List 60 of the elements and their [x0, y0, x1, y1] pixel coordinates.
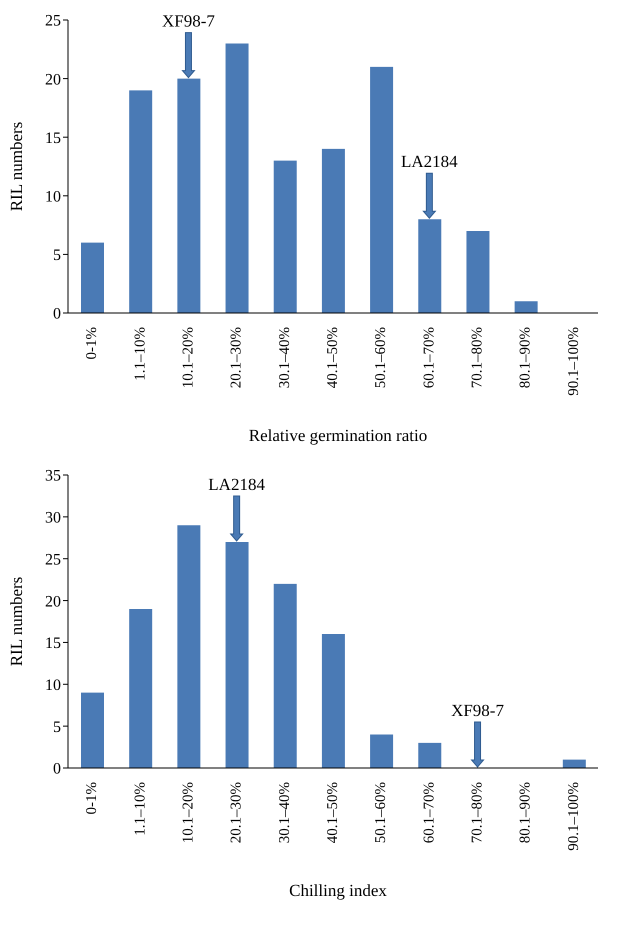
x-tick-label: 10.1–20% — [180, 782, 196, 844]
x-tick-label: 80.1–90% — [518, 327, 534, 388]
x-tick-label: 90.1–100% — [566, 782, 582, 851]
bar — [514, 301, 538, 313]
y-tick-label: 10 — [45, 676, 61, 694]
x-axis-title: Relative germination ratio — [248, 426, 428, 446]
x-tick-label: 60.1–70% — [421, 782, 438, 844]
x-tick-label: 30.1–40% — [276, 327, 293, 388]
x-tick-label: 20.1–30% — [228, 327, 245, 388]
y-tick-label: 0 — [53, 306, 61, 323]
bar — [370, 66, 394, 313]
bar — [274, 584, 297, 768]
x-tick-label: 10.1–20% — [180, 327, 196, 388]
annotation: LA2184 — [401, 152, 458, 172]
bar — [466, 230, 490, 313]
x-tick-label: 50.1–60% — [373, 327, 390, 388]
bar — [129, 90, 152, 313]
y-tick-label: 30 — [45, 510, 61, 527]
annotation: XF98-7 — [451, 701, 504, 720]
x-tick-label: 1.1–10% — [132, 327, 148, 381]
y-tick-label: 15 — [45, 130, 61, 147]
y-tick-label: 5 — [53, 718, 61, 736]
bar — [562, 760, 586, 768]
annotation: LA2184 — [208, 474, 266, 494]
x-tick-label: 0-1% — [84, 327, 100, 360]
y-tick-label: 15 — [45, 635, 61, 652]
bar — [418, 742, 442, 768]
x-tick-label: 40.1–50% — [325, 327, 341, 388]
x-tick-label: 90.1–100% — [566, 327, 582, 396]
y-tick-label: 10 — [45, 188, 61, 206]
bar — [129, 608, 152, 768]
bar — [226, 43, 249, 313]
x-axis-title: Chilling index — [288, 881, 388, 901]
bar — [274, 160, 297, 313]
x-tick-label: 0-1% — [84, 782, 100, 814]
bar — [81, 692, 104, 768]
x-tick-label: 80.1–90% — [518, 782, 534, 844]
bar — [322, 148, 345, 313]
x-tick-label: 1.1–10% — [132, 782, 148, 836]
x-tick-label: 40.1–50% — [325, 782, 341, 844]
x-tick-label: 50.1–60% — [373, 782, 390, 844]
y-tick-label: 20 — [45, 71, 61, 88]
bar — [370, 734, 394, 768]
bar — [177, 525, 200, 768]
annotation: XF98-7 — [162, 12, 216, 31]
y-tick-label: 25 — [45, 551, 61, 568]
y-axis-title: RIL numbers — [7, 122, 26, 212]
y-tick-label: 20 — [45, 593, 61, 610]
bar — [322, 634, 345, 768]
x-tick-label: 70.1–80% — [470, 327, 486, 388]
bar — [81, 242, 104, 313]
y-tick-label: 35 — [45, 468, 61, 485]
x-tick-label: 30.1–40% — [276, 782, 293, 844]
x-tick-label: 20.1–30% — [228, 782, 245, 844]
y-tick-label: 25 — [45, 12, 61, 30]
y-tick-label: 0 — [53, 760, 61, 778]
x-tick-label: 70.1–80% — [470, 782, 486, 844]
y-axis-title: RIL numbers — [7, 576, 26, 666]
x-tick-label: 60.1–70% — [421, 327, 438, 388]
y-tick-label: 5 — [53, 247, 61, 264]
